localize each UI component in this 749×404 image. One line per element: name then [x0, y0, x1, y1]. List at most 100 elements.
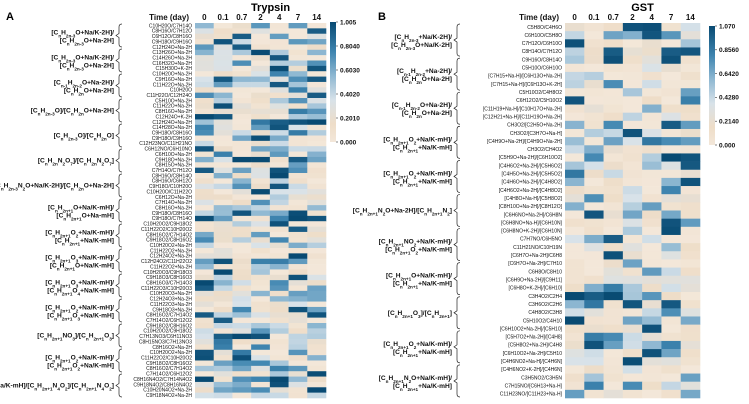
heatmap-cell[interactable] [603, 210, 624, 219]
heatmap-cell[interactable] [603, 88, 624, 97]
heatmap-cell[interactable] [288, 280, 308, 286]
heatmap-cell[interactable] [622, 112, 643, 122]
heatmap-cell[interactable] [288, 162, 308, 168]
heatmap-cell[interactable] [307, 76, 327, 83]
heatmap-cell[interactable] [661, 177, 682, 187]
heatmap-cell[interactable] [213, 355, 233, 361]
heatmap-cell[interactable] [565, 308, 585, 317]
heatmap-cell[interactable] [213, 381, 233, 388]
heatmap-cell[interactable] [307, 237, 327, 243]
heatmap-cell[interactable] [584, 39, 604, 48]
heatmap-cell[interactable] [251, 371, 271, 377]
heatmap-cell[interactable] [232, 296, 252, 302]
heatmap-cell[interactable] [232, 194, 252, 201]
heatmap-cell[interactable] [251, 194, 271, 201]
heatmap-cell[interactable] [213, 33, 233, 40]
heatmap-cell[interactable] [642, 145, 662, 154]
heatmap-cell[interactable] [213, 301, 233, 308]
heatmap-cell[interactable] [251, 98, 271, 104]
heatmap-cell[interactable] [232, 269, 252, 276]
heatmap-cell[interactable] [232, 103, 252, 110]
heatmap-cell[interactable] [622, 153, 643, 162]
heatmap-cell[interactable] [565, 218, 585, 228]
heatmap-cell[interactable] [251, 323, 271, 329]
heatmap-cell[interactable] [565, 161, 585, 171]
heatmap-cell[interactable] [642, 267, 662, 277]
heatmap-cell[interactable] [307, 264, 327, 270]
heatmap-cell[interactable] [288, 264, 308, 270]
heatmap-cell[interactable] [680, 218, 701, 228]
heatmap-cell[interactable] [565, 169, 585, 179]
heatmap-cell[interactable] [213, 194, 233, 201]
heatmap-cell[interactable] [213, 124, 233, 131]
heatmap-cell[interactable] [307, 387, 327, 393]
heatmap-cell[interactable] [251, 317, 271, 324]
heatmap-cell[interactable] [251, 376, 271, 383]
heatmap-cell[interactable] [307, 135, 327, 142]
heatmap-cell[interactable] [661, 340, 682, 350]
heatmap-cell[interactable] [565, 226, 585, 236]
heatmap-cell[interactable] [232, 285, 252, 292]
heatmap-cell[interactable] [565, 243, 585, 252]
heatmap-cell[interactable] [622, 31, 643, 40]
heatmap-cell[interactable] [603, 186, 624, 195]
heatmap-cell[interactable] [565, 332, 585, 342]
heatmap-cell[interactable] [565, 31, 585, 40]
heatmap-cell[interactable] [195, 280, 215, 286]
heatmap-cell[interactable] [603, 145, 624, 154]
heatmap-cell[interactable] [269, 194, 289, 201]
heatmap-cell[interactable] [661, 145, 682, 154]
heatmap-cell[interactable] [213, 199, 233, 206]
heatmap-cell[interactable] [288, 323, 308, 329]
heatmap-cell[interactable] [680, 96, 701, 105]
heatmap-cell[interactable] [603, 381, 624, 391]
heatmap-cell[interactable] [622, 243, 643, 252]
heatmap-cell[interactable] [251, 258, 271, 265]
heatmap-cell[interactable] [195, 290, 215, 297]
heatmap-cell[interactable] [195, 135, 215, 142]
heatmap-cell[interactable] [232, 312, 252, 318]
heatmap-cell[interactable] [565, 381, 585, 391]
heatmap-cell[interactable] [307, 290, 327, 297]
heatmap-cell[interactable] [307, 108, 327, 115]
heatmap-cell[interactable] [251, 156, 271, 163]
heatmap-cell[interactable] [195, 98, 215, 104]
heatmap-cell[interactable] [288, 328, 308, 335]
heatmap-cell[interactable] [603, 153, 624, 162]
heatmap-cell[interactable] [213, 151, 233, 158]
heatmap-cell[interactable] [251, 215, 271, 222]
heatmap-cell[interactable] [232, 189, 252, 195]
heatmap-cell[interactable] [269, 87, 289, 93]
heatmap-cell[interactable] [603, 71, 624, 81]
heatmap-cell[interactable] [213, 221, 233, 227]
heatmap-cell[interactable] [307, 119, 327, 126]
heatmap-cell[interactable] [232, 264, 252, 270]
heatmap-cell[interactable] [251, 76, 271, 83]
heatmap-cell[interactable] [680, 55, 701, 65]
heatmap-cell[interactable] [603, 80, 624, 89]
heatmap-cell[interactable] [680, 210, 701, 219]
heatmap-cell[interactable] [307, 371, 327, 377]
heatmap-cell[interactable] [213, 140, 233, 147]
heatmap-cell[interactable] [661, 226, 682, 236]
heatmap-cell[interactable] [622, 169, 643, 179]
heatmap-cell[interactable] [213, 296, 233, 302]
heatmap-cell[interactable] [195, 108, 215, 115]
heatmap-cell[interactable] [269, 248, 289, 254]
heatmap-cell[interactable] [251, 344, 271, 351]
heatmap-cell[interactable] [269, 65, 289, 72]
heatmap-cell[interactable] [251, 221, 271, 227]
heatmap-cell[interactable] [288, 151, 308, 158]
heatmap-cell[interactable] [680, 194, 701, 203]
heatmap-cell[interactable] [269, 81, 289, 88]
heatmap-cell[interactable] [213, 387, 233, 393]
heatmap-cell[interactable] [603, 332, 624, 342]
heatmap-cell[interactable] [195, 114, 215, 120]
heatmap-cell[interactable] [307, 376, 327, 383]
heatmap-cell[interactable] [269, 98, 289, 104]
heatmap-cell[interactable] [680, 120, 701, 130]
heatmap-cell[interactable] [288, 360, 308, 367]
heatmap-cell[interactable] [269, 264, 289, 270]
heatmap-cell[interactable] [195, 376, 215, 383]
heatmap-cell[interactable] [307, 183, 327, 190]
